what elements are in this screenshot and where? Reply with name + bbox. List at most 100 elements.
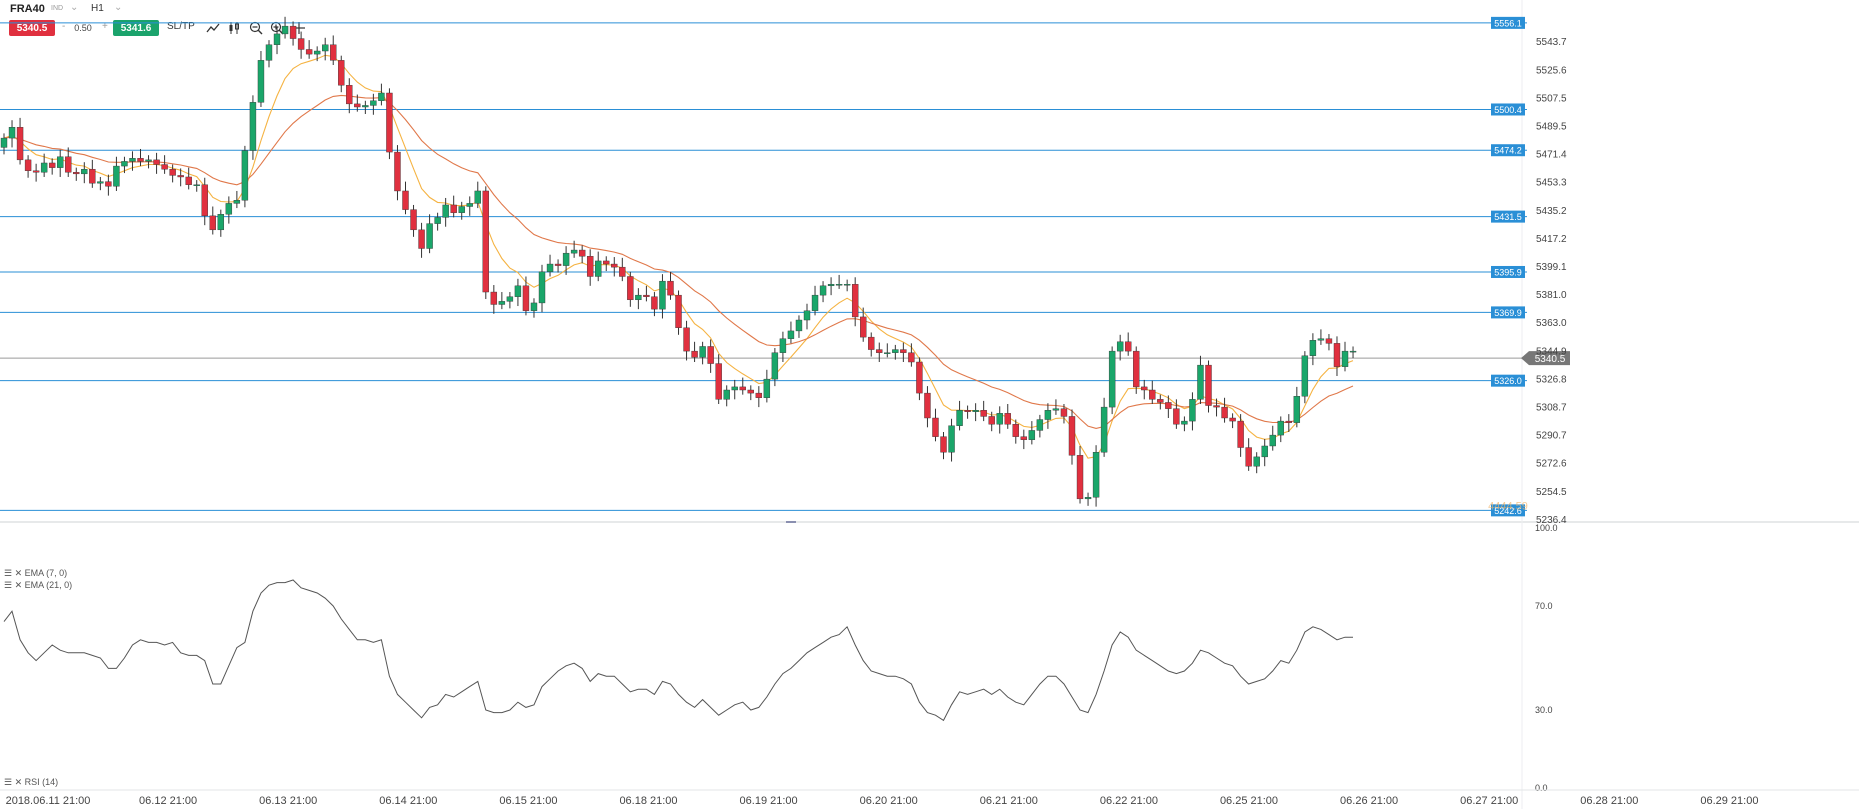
ema7-legend[interactable]: ☰ ✕ EMA (7, 0) (4, 568, 67, 579)
ema21-legend[interactable]: ☰ ✕ EMA (21, 0) (4, 580, 72, 591)
ema7-legend-label: EMA (7, 0) (24, 568, 68, 578)
bearish-candle (65, 156, 72, 173)
bullish-candle (1341, 350, 1349, 367)
price-tick-label: 5272.6 (1536, 459, 1567, 470)
sell-button[interactable]: 5340.5 (9, 20, 55, 36)
bullish-candle (731, 386, 738, 391)
close-icon[interactable]: ✕ (14, 777, 23, 787)
bullish-candle (1052, 408, 1060, 411)
rsi-tick-label: 100.0 (1535, 523, 1558, 533)
price-axis: 5543.7 5525.6 5507.5 5489.5 5471.4 5453.3 5435… (1536, 37, 1567, 526)
bullish-candle (506, 296, 514, 302)
bearish-candle (868, 336, 875, 350)
bearish-candle (755, 392, 763, 398)
time-axis: 2018.06.11 21:00 06.12 21:00 06.13 21:00 06… (0, 789, 1859, 807)
level-price-badge (1491, 16, 1525, 29)
bullish-candle (40, 162, 48, 173)
timeframe-selector[interactable]: H1 (91, 3, 104, 14)
time-tick-label: 06.29 21:00 (1700, 795, 1758, 807)
bullish-candle (426, 223, 433, 249)
bullish-candle (81, 168, 88, 175)
bearish-candle (1149, 389, 1156, 400)
bearish-candle (297, 38, 305, 50)
line-chart-icon[interactable] (205, 20, 221, 36)
bullish-candle (795, 319, 803, 332)
bearish-candle (851, 284, 859, 318)
bullish-candle (1269, 434, 1276, 447)
bullish-candle (57, 156, 64, 168)
symbol-label[interactable]: FRA40 (10, 3, 45, 15)
menu-icon[interactable]: ☰ (4, 777, 13, 787)
indicator-menu[interactable]: IND (51, 5, 64, 12)
bearish-candle (346, 85, 353, 105)
bullish-candle (835, 284, 843, 286)
bullish-candle (1253, 456, 1260, 467)
bullish-candle (1349, 350, 1357, 353)
bearish-candle (89, 168, 96, 184)
bullish-candle (442, 204, 449, 218)
bearish-candle (153, 159, 160, 165)
chevron-down-icon[interactable]: ⌄ (70, 2, 79, 13)
buy-button[interactable]: 5341.6 (113, 20, 159, 36)
bullish-candle (699, 346, 706, 358)
price-tick-label: 5525.6 (1536, 65, 1567, 76)
bearish-candle (1213, 405, 1220, 408)
bearish-candle (169, 168, 176, 176)
bullish-candle (1116, 341, 1124, 352)
bearish-candle (201, 184, 208, 217)
close-icon[interactable]: ✕ (14, 568, 23, 578)
bullish-candle (1301, 355, 1309, 397)
level-price-badge (1491, 103, 1525, 116)
bullish-candle (1293, 396, 1301, 423)
bullish-candle (595, 260, 602, 277)
time-tick-label: 06.22 21:00 (1100, 795, 1158, 807)
bearish-candle (48, 162, 56, 168)
sltp-button[interactable]: SL/TP (167, 21, 195, 32)
bullish-candle (1036, 419, 1044, 431)
bearish-candle (402, 190, 409, 210)
bearish-candle (289, 25, 297, 39)
level-price-label: 5369.9 (1494, 308, 1522, 318)
time-tick-label: 06.14 21:00 (379, 795, 437, 807)
price-tick-label: 5326.8 (1536, 374, 1567, 385)
close-icon[interactable]: ✕ (14, 580, 23, 590)
price-tick-label: 5453.3 (1536, 178, 1567, 189)
level-price-badge (1491, 144, 1525, 157)
bullish-candle (972, 410, 979, 412)
candles-icon[interactable] (227, 20, 243, 36)
volume-input[interactable]: 0.50 (74, 23, 92, 33)
bearish-candle (619, 266, 626, 277)
level-price-label: 5556.1 (1494, 18, 1522, 28)
price-tick-label: 5471.4 (1536, 150, 1567, 161)
decrease-volume-button[interactable]: - (62, 21, 66, 32)
bearish-candle (683, 327, 690, 352)
bearish-candle (675, 294, 682, 329)
bearish-candle (1157, 399, 1164, 403)
bullish-candle (313, 50, 321, 55)
bearish-candle (1333, 343, 1341, 367)
price-tick-label: 5507.5 (1536, 93, 1567, 104)
bullish-candle (1309, 340, 1317, 356)
bearish-candle (330, 44, 337, 61)
zoom-in-icon[interactable] (269, 20, 285, 36)
bearish-candle (1068, 416, 1076, 456)
time-tick-label: 2018.06.11 21:00 (6, 795, 91, 807)
ema21-line (3, 94, 1354, 429)
increase-volume-button[interactable]: + (102, 21, 108, 32)
bearish-candle (1245, 447, 1252, 467)
level-price-label: 5395.9 (1494, 267, 1522, 277)
bullish-candle (1108, 350, 1116, 408)
bearish-candle (418, 229, 425, 249)
rsi-tick-label: 70.0 (1535, 601, 1553, 611)
rsi-legend[interactable]: ☰ ✕ RSI (14) (4, 777, 58, 788)
bearish-candle (691, 350, 698, 358)
bearish-candle (177, 175, 184, 178)
bullish-candle (466, 203, 473, 207)
level-price-label: 5326.0 (1494, 376, 1522, 386)
menu-icon[interactable]: ☰ (4, 568, 13, 578)
current-price-label: 5340.5 (1535, 354, 1566, 365)
chevron-down-icon[interactable]: ⌄ (114, 2, 123, 13)
menu-icon[interactable]: ☰ (4, 580, 13, 590)
